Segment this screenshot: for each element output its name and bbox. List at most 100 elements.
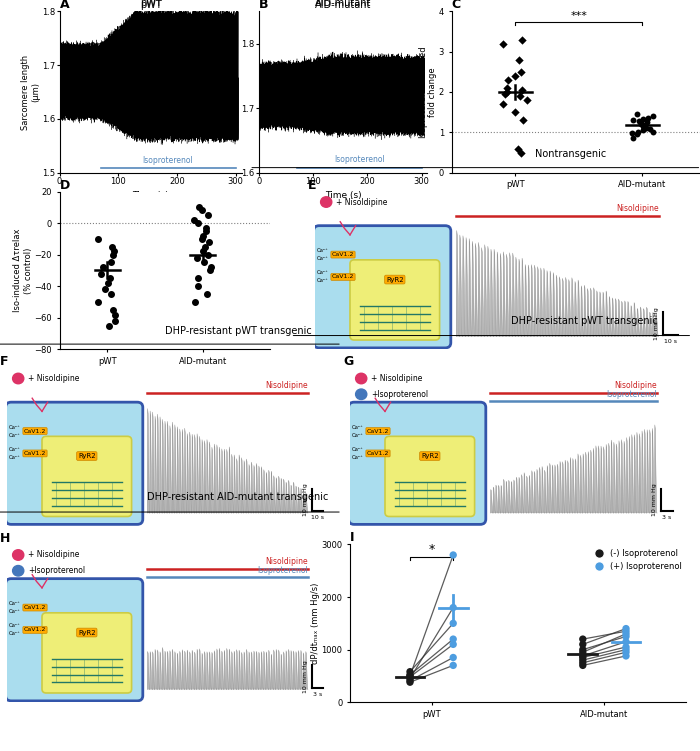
Point bbox=[405, 674, 416, 686]
Polygon shape bbox=[158, 650, 160, 689]
Polygon shape bbox=[500, 254, 503, 336]
Polygon shape bbox=[621, 301, 624, 336]
Text: 10 s: 10 s bbox=[311, 515, 324, 520]
Point bbox=[206, 261, 217, 273]
Polygon shape bbox=[155, 416, 158, 513]
Polygon shape bbox=[497, 252, 500, 336]
Polygon shape bbox=[481, 248, 484, 336]
Point bbox=[578, 656, 589, 668]
Text: AID-mutant: AID-mutant bbox=[315, 0, 371, 8]
Point bbox=[202, 249, 214, 261]
Text: F: F bbox=[0, 355, 8, 368]
Polygon shape bbox=[590, 450, 593, 513]
Polygon shape bbox=[290, 485, 293, 513]
Polygon shape bbox=[303, 493, 305, 513]
Polygon shape bbox=[152, 652, 155, 689]
Point bbox=[499, 88, 510, 100]
Polygon shape bbox=[284, 479, 286, 513]
Text: C: C bbox=[452, 0, 461, 11]
Polygon shape bbox=[150, 652, 152, 689]
Polygon shape bbox=[160, 417, 162, 513]
Text: Ca²⁺: Ca²⁺ bbox=[8, 433, 20, 438]
Point bbox=[631, 108, 643, 120]
Polygon shape bbox=[547, 270, 550, 336]
Polygon shape bbox=[491, 490, 493, 513]
Polygon shape bbox=[246, 459, 248, 513]
Polygon shape bbox=[562, 279, 565, 336]
Text: CaV1.2: CaV1.2 bbox=[332, 252, 354, 257]
Point bbox=[197, 246, 208, 258]
Point bbox=[620, 625, 631, 637]
Point bbox=[191, 252, 202, 264]
Polygon shape bbox=[506, 255, 509, 336]
Point bbox=[197, 204, 208, 216]
Polygon shape bbox=[598, 446, 601, 513]
Polygon shape bbox=[515, 258, 519, 336]
Polygon shape bbox=[624, 301, 627, 336]
Text: Nontransgenic: Nontransgenic bbox=[535, 149, 606, 159]
Polygon shape bbox=[211, 653, 214, 689]
Point bbox=[628, 114, 639, 126]
Polygon shape bbox=[147, 409, 150, 513]
Polygon shape bbox=[290, 650, 293, 689]
Text: Nisoldipine: Nisoldipine bbox=[265, 557, 308, 566]
Polygon shape bbox=[627, 301, 631, 336]
Polygon shape bbox=[246, 650, 248, 689]
Point bbox=[105, 288, 116, 300]
Polygon shape bbox=[578, 280, 581, 336]
Polygon shape bbox=[553, 273, 556, 336]
Point bbox=[620, 635, 631, 647]
Polygon shape bbox=[211, 448, 214, 513]
Text: + Nisoldipine: + Nisoldipine bbox=[28, 374, 79, 383]
Point bbox=[638, 113, 649, 125]
Polygon shape bbox=[554, 465, 557, 513]
Polygon shape bbox=[606, 291, 609, 336]
Point bbox=[648, 110, 659, 122]
Polygon shape bbox=[244, 460, 246, 513]
Text: pWT: pWT bbox=[139, 0, 162, 8]
Polygon shape bbox=[575, 459, 577, 513]
Point bbox=[447, 659, 458, 671]
Polygon shape bbox=[537, 267, 540, 336]
Polygon shape bbox=[567, 461, 570, 513]
Polygon shape bbox=[565, 277, 568, 336]
Text: Ca²⁺: Ca²⁺ bbox=[8, 447, 20, 452]
Polygon shape bbox=[253, 466, 256, 513]
Text: CaV1.2: CaV1.2 bbox=[367, 429, 389, 433]
Text: 10 mm Hg: 10 mm Hg bbox=[652, 484, 657, 516]
Polygon shape bbox=[596, 291, 599, 336]
Point bbox=[108, 303, 119, 315]
Polygon shape bbox=[524, 472, 526, 513]
Text: 10 mm Hg: 10 mm Hg bbox=[654, 307, 659, 339]
Text: Ca²⁺: Ca²⁺ bbox=[8, 623, 20, 629]
Point bbox=[516, 66, 527, 78]
Polygon shape bbox=[506, 481, 508, 513]
Point bbox=[405, 673, 416, 685]
Polygon shape bbox=[557, 464, 559, 513]
Polygon shape bbox=[300, 488, 303, 513]
Point bbox=[405, 670, 416, 682]
Polygon shape bbox=[596, 446, 598, 513]
Polygon shape bbox=[559, 277, 562, 336]
Polygon shape bbox=[539, 467, 542, 513]
Text: CaV1.2: CaV1.2 bbox=[24, 429, 46, 433]
Text: Isoproterenol: Isoproterenol bbox=[143, 155, 193, 164]
Polygon shape bbox=[253, 651, 256, 689]
Polygon shape bbox=[224, 449, 226, 513]
Point bbox=[620, 650, 631, 662]
Point bbox=[109, 315, 120, 327]
Polygon shape bbox=[584, 285, 587, 336]
Polygon shape bbox=[540, 268, 543, 336]
Polygon shape bbox=[263, 469, 266, 513]
Polygon shape bbox=[543, 268, 547, 336]
Point bbox=[640, 119, 651, 131]
Polygon shape bbox=[204, 652, 206, 689]
Point bbox=[193, 217, 204, 229]
Point bbox=[641, 116, 652, 128]
Polygon shape bbox=[649, 312, 652, 336]
Polygon shape bbox=[194, 652, 197, 689]
Text: E: E bbox=[308, 179, 316, 192]
Text: 3 s: 3 s bbox=[662, 515, 671, 520]
Point bbox=[620, 630, 631, 642]
Polygon shape bbox=[160, 652, 162, 689]
